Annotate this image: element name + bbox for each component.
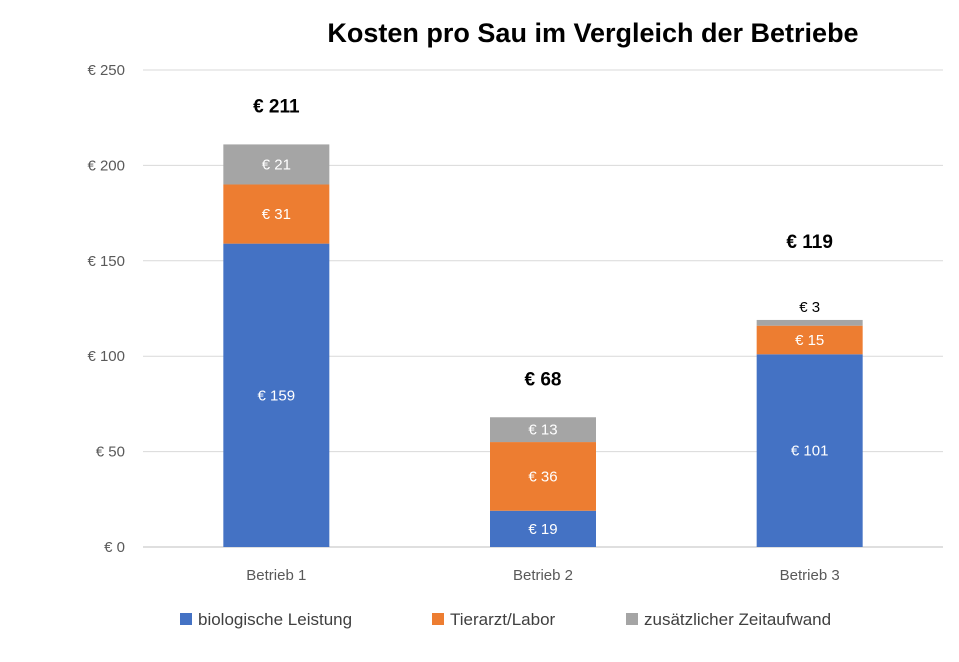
segment-data-label: € 13: [528, 422, 557, 439]
legend-label: biologische Leistung: [198, 610, 352, 629]
segment-data-label: € 21: [262, 156, 291, 173]
segment-data-label: € 19: [528, 521, 557, 538]
total-data-label: € 68: [525, 369, 562, 390]
bar-segment: [756, 325, 863, 355]
segment-data-label: € 31: [262, 206, 291, 223]
total-data-label: € 119: [786, 232, 833, 253]
bar-segment: [223, 184, 330, 244]
bar-stack: € 159 € 31 € 21: [223, 144, 330, 548]
bar-stack: € 19 € 36 € 13: [490, 417, 596, 547]
bar-segment: [756, 354, 863, 547]
total-data-label: € 211: [253, 96, 300, 117]
legend-swatch: [180, 613, 192, 625]
y-tick-label: € 200: [87, 157, 125, 174]
chart-title: Kosten pro Sau im Vergleich der Betriebe: [327, 18, 858, 48]
category-label: Betrieb 3: [780, 567, 840, 584]
y-tick-label: € 150: [87, 253, 125, 270]
bar-segment: [223, 144, 330, 185]
y-tick-label: € 250: [87, 62, 125, 79]
legend-item: zusätzlicher Zeitaufwand: [626, 610, 831, 629]
legend-swatch: [432, 613, 444, 625]
bar-segment: [756, 319, 863, 326]
legend-item: Tierarzt/Labor: [432, 610, 556, 629]
category-label: Betrieb 2: [513, 567, 573, 584]
segment-data-label: € 3: [799, 299, 820, 316]
y-tick-label: € 100: [87, 348, 125, 365]
y-tick-label: € 0: [104, 539, 125, 556]
bar-stack: € 101 € 15 € 3: [756, 299, 863, 547]
y-axis-ticks: € 0 € 50 € 100 € 150 € 200 € 250: [87, 62, 125, 556]
segment-data-label: € 159: [258, 387, 296, 404]
legend-label: zusätzlicher Zeitaufwand: [644, 610, 831, 629]
x-axis-categories: Betrieb 1 Betrieb 2 Betrieb 3: [246, 567, 839, 584]
bar-segment: [490, 442, 596, 511]
bars: € 159 € 31 € 21 € 19 € 36 € 13 € 101 € 15 € 3 € 2…: [223, 96, 863, 548]
segment-data-label: € 101: [791, 443, 829, 460]
legend-label: Tierarzt/Labor: [450, 610, 556, 629]
segment-data-label: € 15: [795, 332, 824, 349]
bar-segment: [223, 243, 330, 548]
y-tick-label: € 50: [96, 444, 125, 461]
legend: biologische Leistung Tierarzt/Labor zusätz…: [180, 610, 831, 629]
bar-segment: [490, 417, 596, 443]
segment-data-label: € 36: [528, 468, 557, 485]
legend-swatch: [626, 613, 638, 625]
bar-segment: [490, 510, 596, 547]
category-label: Betrieb 1: [246, 567, 306, 584]
legend-item: biologische Leistung: [180, 610, 352, 629]
